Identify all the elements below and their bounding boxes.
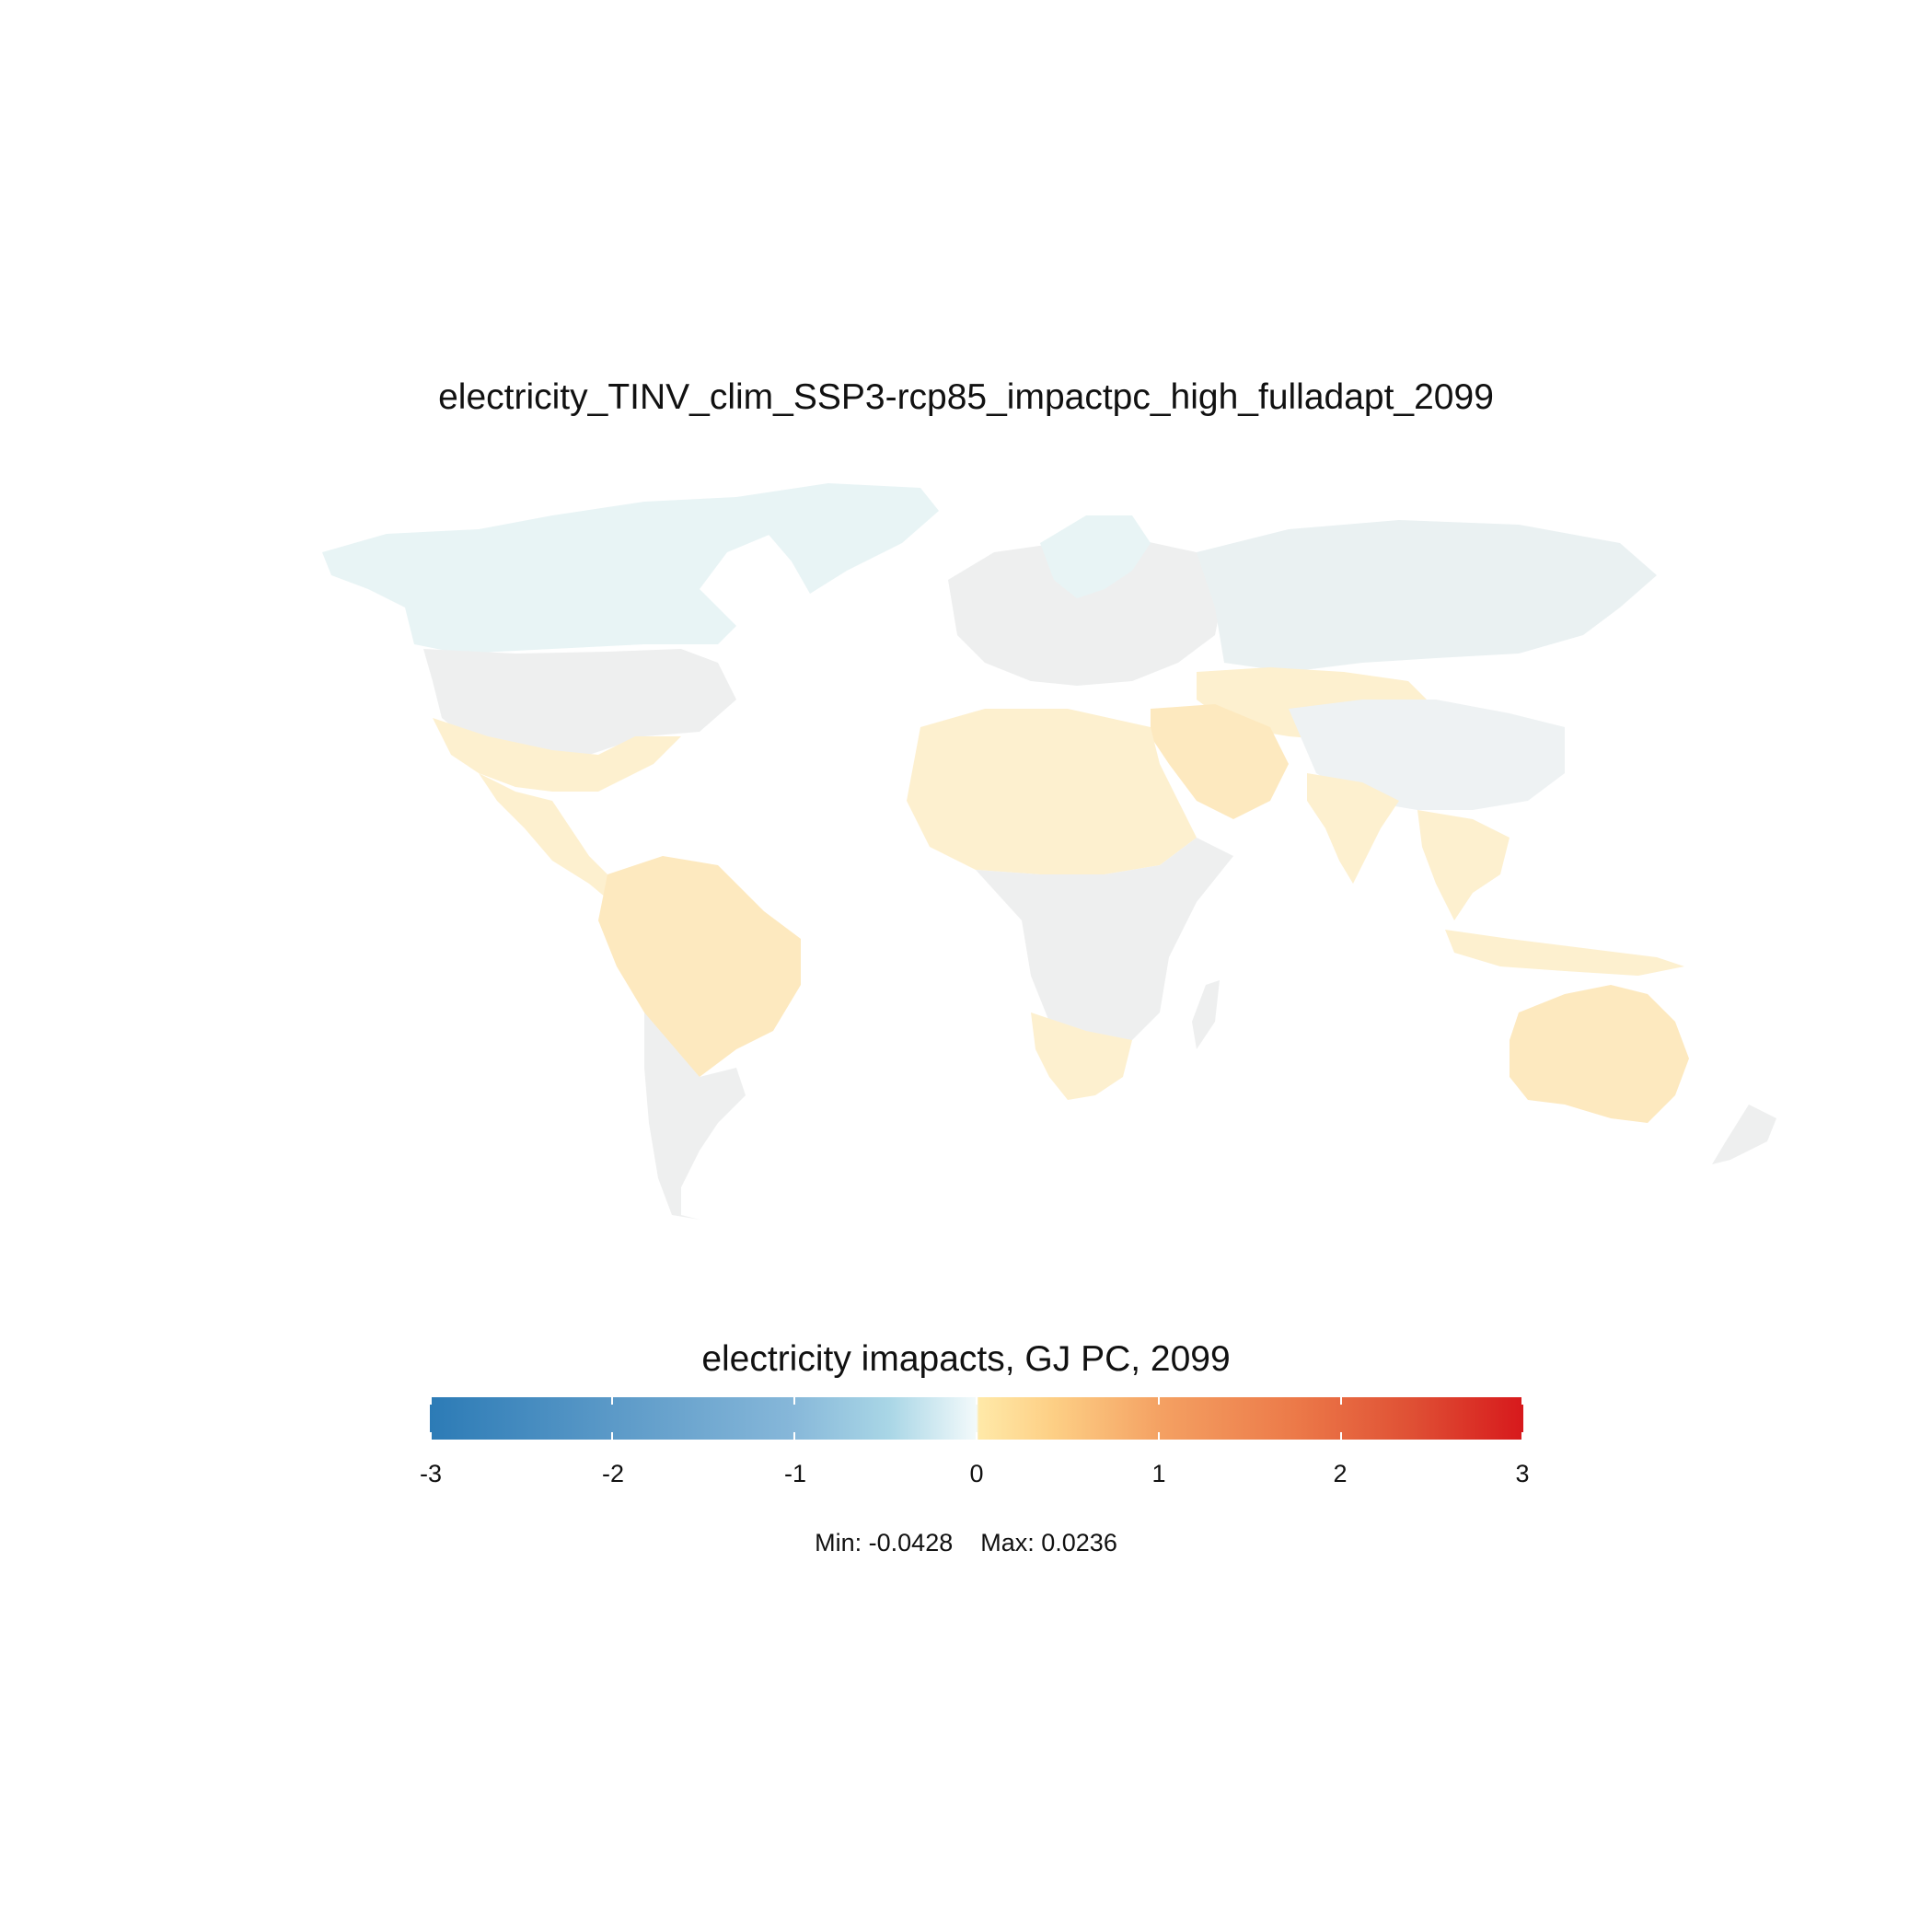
colorbar-tick-mark [1340,1397,1342,1405]
region-usa-south [433,718,681,792]
min-value: Min: -0.0428 [815,1529,954,1556]
colorbar-tick-mark [611,1432,613,1440]
colorbar-tick-label: 0 [969,1460,984,1487]
legend-title: electricity imapacts, GJ PC, 2099 [701,1339,1231,1379]
colorbar-tick-mark [430,1397,432,1405]
region-indonesia [1445,930,1684,976]
colorbar-tick-label: -1 [783,1460,806,1487]
region-russia [1197,520,1657,672]
region-south-america-south [644,1012,746,1220]
plot-title: electricity_TINV_clim_SSP3-rcp85_impactp… [438,377,1494,417]
colorbar-tick-mark [976,1397,978,1405]
colorbar-tick-label: -2 [601,1460,624,1487]
colorbar-tick-label: 3 [1515,1460,1530,1487]
region-madagascar [1192,980,1220,1049]
colorbar-tick-mark [793,1397,795,1405]
region-usa [423,649,736,764]
region-southern-africa [1031,1012,1132,1100]
colorbar-tick-mark [1521,1432,1523,1440]
colorbar-tick-mark [793,1432,795,1440]
region-new-zealand [1712,1105,1776,1164]
region-middle-east [1151,704,1289,819]
colorbar-tick-mark [1158,1397,1160,1405]
region-central-africa [976,838,1233,1049]
colorbar-tick-label: 1 [1151,1460,1166,1487]
min-max-stats: Min: -0.0428 Max: 0.0236 [0,1529,1932,1557]
region-india [1307,773,1399,884]
legend-colorbar [430,1397,1523,1440]
colorbar-tick-mark [611,1397,613,1405]
region-greenland [736,483,939,594]
region-mexico-central-america [479,773,635,907]
colorbar-tick-mark [976,1432,978,1440]
colorbar-tick-mark [1158,1432,1160,1440]
colorbar-tick-label: 2 [1333,1460,1348,1487]
colorbar-tick-label: -3 [419,1460,442,1487]
region-australia [1510,985,1689,1123]
max-value: Max: 0.0236 [980,1529,1117,1556]
region-canada-arctic [322,497,810,654]
region-europe [948,538,1224,686]
region-scandinavia [1040,515,1151,598]
colorbar-tick-mark [1521,1397,1523,1405]
colorbar-tick-mark [430,1432,432,1440]
colorbar-tick-mark [1340,1432,1342,1440]
region-south-america-north [598,856,801,1077]
region-southeast-asia [1417,810,1510,920]
region-north-africa [907,709,1197,874]
